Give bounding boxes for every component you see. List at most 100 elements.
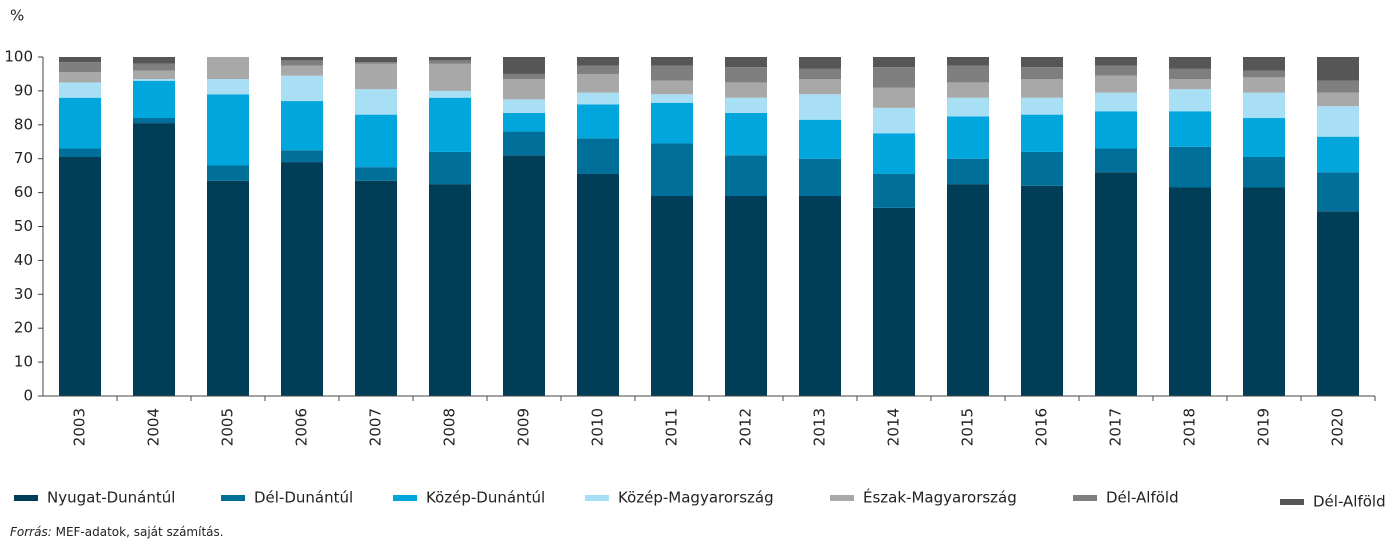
bar-segment — [59, 97, 101, 149]
bar-segment — [1095, 148, 1137, 173]
bar-segment — [503, 73, 545, 80]
bar-segment — [355, 63, 397, 90]
bar-segment — [355, 180, 397, 396]
x-tick-label: 2008 — [441, 408, 459, 446]
x-tick-label: 2006 — [293, 408, 311, 446]
bar-segment — [873, 133, 915, 174]
legend-label: Közép-Dunántúl — [426, 489, 545, 507]
bar-segment — [725, 57, 767, 68]
y-tick-label: 0 — [23, 387, 33, 405]
bar-segment — [1095, 172, 1137, 396]
bar-segment — [207, 79, 249, 95]
bar-segment — [651, 57, 693, 66]
bar-segment — [133, 63, 175, 71]
bar-segment — [1317, 92, 1359, 107]
bar-segment — [429, 57, 471, 61]
bar-segment — [503, 57, 545, 74]
legend-label: Észak-Magyarország — [863, 488, 1017, 507]
x-tick-label: 2005 — [219, 408, 237, 446]
legend-label: Nyugat-Dunántúl — [47, 489, 175, 507]
bar-segment — [1317, 172, 1359, 212]
x-tick-label: 2019 — [1255, 408, 1273, 446]
bar-segment — [207, 94, 249, 166]
legend-swatch — [1073, 495, 1097, 501]
bar-segment — [799, 68, 841, 80]
bar-segment — [651, 65, 693, 81]
x-tick-label: 2009 — [515, 408, 533, 446]
bar-segment — [799, 94, 841, 120]
bar-segment — [207, 165, 249, 181]
x-tick-label: 2015 — [959, 408, 977, 446]
bar-segment — [873, 57, 915, 68]
bar-segment — [873, 107, 915, 134]
source-text: MEF-adatok, saját számítás. — [56, 525, 224, 539]
y-tick-label: 70 — [14, 149, 33, 167]
bar-segment — [281, 162, 323, 396]
bar-segment — [1243, 157, 1285, 188]
bar-segment — [873, 67, 915, 88]
legend-label: Dél-Alföld — [1106, 489, 1179, 507]
bar-segment — [1095, 92, 1137, 112]
bar-segment — [947, 158, 989, 185]
bar-segment — [1317, 211, 1359, 396]
x-tick-label: 2018 — [1181, 408, 1199, 446]
bar-segment — [799, 119, 841, 159]
bar-segment — [133, 70, 175, 80]
bar-segment — [59, 148, 101, 158]
y-tick-label: 40 — [14, 251, 33, 269]
bar-segment — [503, 79, 545, 100]
bar-segment — [355, 57, 397, 63]
source: Forrás: MEF-adatok, saját számítás. — [10, 525, 224, 539]
bar-segment — [1021, 185, 1063, 396]
bar-segment — [355, 89, 397, 115]
bar-segment — [503, 99, 545, 113]
bar-segment — [59, 82, 101, 98]
bar-segment — [281, 101, 323, 151]
bar-segment — [355, 114, 397, 168]
bar-segment — [281, 75, 323, 102]
bar-segment — [1169, 79, 1211, 90]
bar-segment — [503, 112, 545, 132]
bar-segment — [429, 63, 471, 91]
source-label: Forrás: — [10, 525, 52, 539]
x-tick-label: 2012 — [737, 408, 755, 446]
bar-segment — [281, 60, 323, 66]
legend-swatch — [1280, 499, 1304, 505]
bar-segment — [577, 73, 619, 93]
bar-segment — [947, 57, 989, 66]
bar-segment — [947, 97, 989, 117]
bar-segment — [1243, 187, 1285, 396]
y-tick-label: 80 — [14, 115, 33, 133]
legend-swatch — [585, 495, 609, 501]
bar-segment — [577, 104, 619, 139]
bar-segment — [947, 65, 989, 83]
bar-segment — [1021, 79, 1063, 98]
y-axis-label: % — [10, 7, 24, 25]
bar-segment — [133, 123, 175, 396]
bar-segment — [133, 79, 175, 81]
bar-segment — [799, 158, 841, 196]
legend-swatch — [14, 495, 38, 501]
bar-segment — [1021, 97, 1063, 115]
bar-segment — [1243, 118, 1285, 158]
x-tick-label: 2004 — [145, 408, 163, 446]
y-tick-label: 10 — [14, 353, 33, 371]
bar-segment — [429, 60, 471, 64]
bar-segment — [503, 131, 545, 156]
bar-segment — [429, 184, 471, 396]
bar-segment — [725, 67, 767, 83]
bar-segment — [281, 65, 323, 76]
x-tick-label: 2016 — [1033, 408, 1051, 446]
bar-segment — [577, 57, 619, 66]
bar-segment — [873, 87, 915, 108]
bar-segment — [1243, 92, 1285, 119]
bar-segment — [1169, 187, 1211, 396]
bar-segment — [873, 207, 915, 396]
bar-segment — [577, 173, 619, 396]
bar-segment — [947, 116, 989, 159]
bar-segment — [1169, 111, 1211, 147]
legend-swatch — [393, 495, 417, 501]
bar-segment — [1243, 70, 1285, 78]
x-tick-label: 2011 — [663, 408, 681, 446]
bar-segment — [577, 138, 619, 174]
